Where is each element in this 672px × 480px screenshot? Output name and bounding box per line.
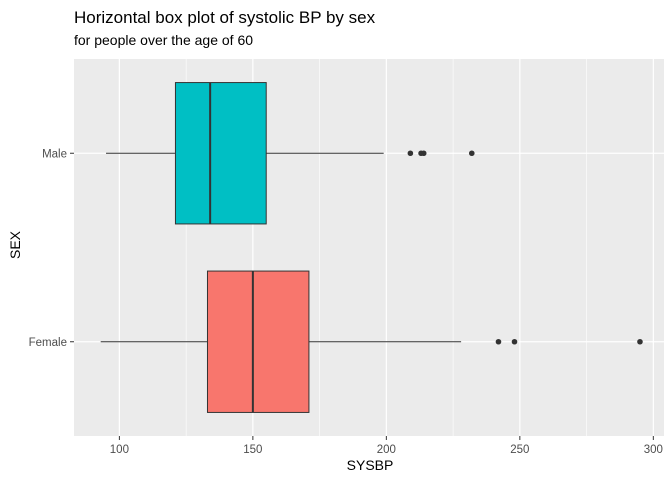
female-outlier-point bbox=[495, 338, 502, 345]
female-box bbox=[206, 270, 310, 413]
male-outlier-point bbox=[420, 150, 427, 157]
y-tick-label: Male bbox=[42, 148, 67, 160]
male-outlier-point bbox=[407, 150, 414, 157]
x-tick-label: 100 bbox=[110, 444, 129, 456]
x-tick-label: 300 bbox=[644, 444, 663, 456]
x-tick-label: 150 bbox=[243, 444, 262, 456]
x-tick-label: 200 bbox=[377, 444, 396, 456]
x-tick-label: 250 bbox=[510, 444, 529, 456]
male-box bbox=[174, 82, 267, 225]
y-tick-label: Female bbox=[29, 337, 67, 349]
female-outlier-point bbox=[511, 338, 518, 345]
x-axis-title: SYSBP bbox=[347, 457, 394, 473]
y-axis-title: SEX bbox=[7, 230, 23, 259]
chart-title: Horizontal box plot of systolic BP by se… bbox=[74, 8, 376, 27]
plot-panel bbox=[74, 59, 664, 436]
plot-area: 100 150 200 250 300 Female Male bbox=[29, 59, 664, 456]
female-outlier-point bbox=[637, 338, 643, 345]
male-outlier-point bbox=[468, 150, 475, 157]
chart-subtitle: for people over the age of 60 bbox=[74, 32, 253, 48]
